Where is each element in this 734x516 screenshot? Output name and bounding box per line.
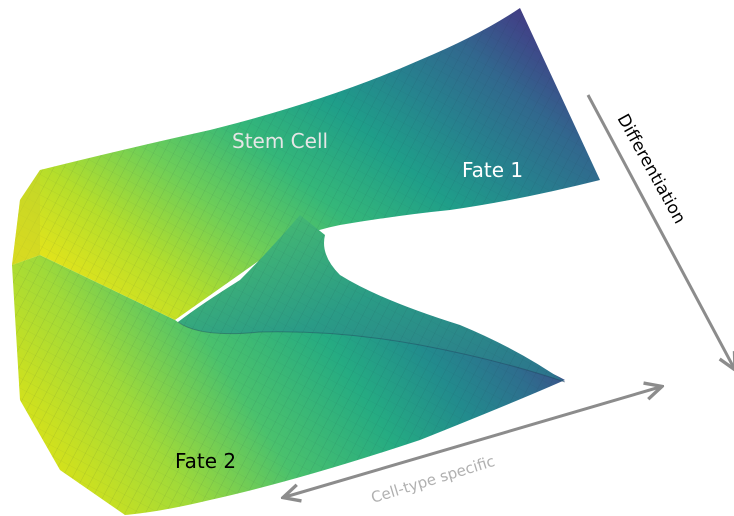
fate-1-label: Fate 1	[462, 158, 523, 182]
differentiation-arrow	[586, 94, 734, 368]
stem-cell-label: Stem Cell	[232, 129, 328, 153]
cell-type-specific-arrow	[285, 387, 660, 497]
cell-type-specific-label: Cell-type specific	[369, 452, 497, 507]
fate-2-label: Fate 2	[175, 449, 236, 473]
upper-sheet-fate1	[12, 8, 600, 320]
left-edge-shade	[12, 170, 40, 265]
fold-tube	[177, 215, 566, 383]
